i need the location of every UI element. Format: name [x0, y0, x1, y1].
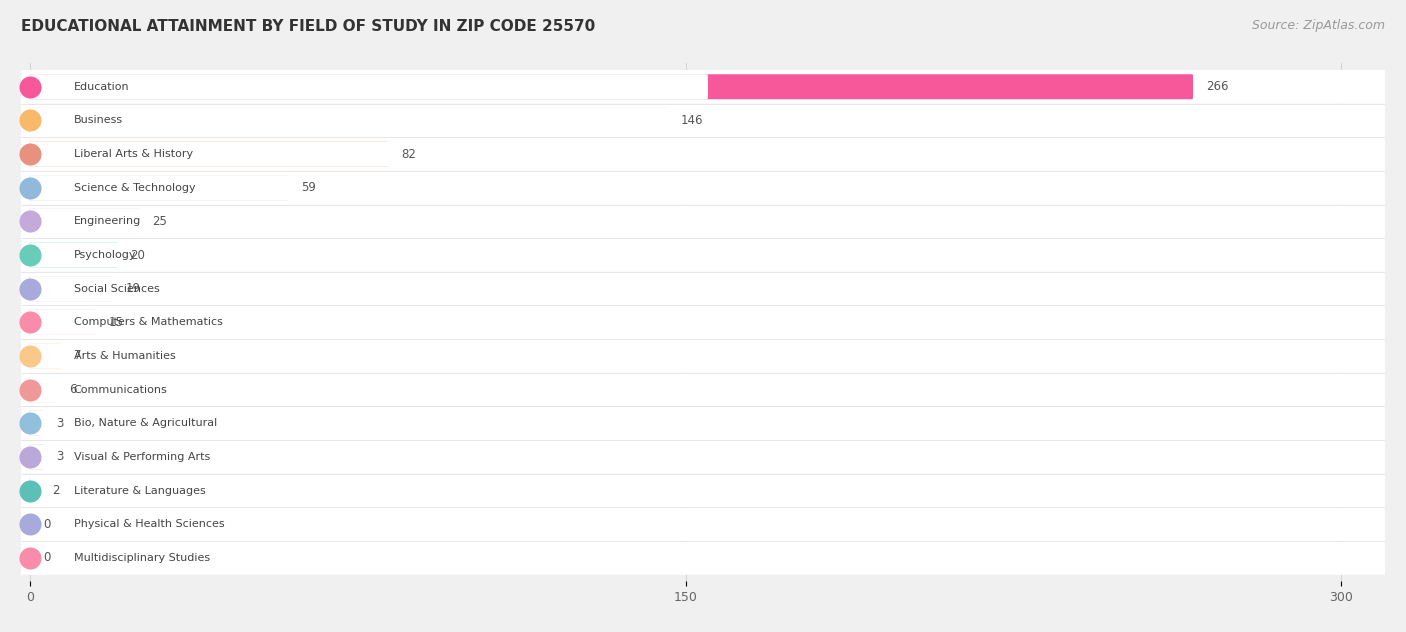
FancyBboxPatch shape: [21, 104, 1385, 137]
FancyBboxPatch shape: [30, 175, 709, 200]
FancyBboxPatch shape: [21, 406, 1385, 440]
Text: Engineering: Engineering: [73, 216, 141, 226]
Text: 0: 0: [44, 551, 51, 564]
FancyBboxPatch shape: [21, 507, 1385, 541]
FancyBboxPatch shape: [30, 343, 709, 368]
FancyBboxPatch shape: [30, 545, 709, 571]
FancyBboxPatch shape: [30, 175, 288, 200]
FancyBboxPatch shape: [30, 74, 709, 99]
FancyBboxPatch shape: [30, 478, 39, 503]
Text: 6: 6: [69, 383, 77, 396]
Text: Education: Education: [73, 82, 129, 92]
FancyBboxPatch shape: [21, 137, 1385, 171]
FancyBboxPatch shape: [30, 512, 709, 537]
Text: EDUCATIONAL ATTAINMENT BY FIELD OF STUDY IN ZIP CODE 25570: EDUCATIONAL ATTAINMENT BY FIELD OF STUDY…: [21, 19, 595, 34]
FancyBboxPatch shape: [21, 171, 1385, 205]
FancyBboxPatch shape: [30, 444, 44, 470]
FancyBboxPatch shape: [21, 238, 1385, 272]
Text: 7: 7: [73, 349, 82, 363]
Text: 146: 146: [681, 114, 703, 127]
FancyBboxPatch shape: [21, 541, 1385, 574]
Text: Computers & Mathematics: Computers & Mathematics: [73, 317, 222, 327]
FancyBboxPatch shape: [30, 411, 44, 436]
FancyBboxPatch shape: [30, 478, 709, 503]
FancyBboxPatch shape: [30, 377, 709, 402]
FancyBboxPatch shape: [30, 209, 139, 234]
FancyBboxPatch shape: [21, 305, 1385, 339]
Text: 82: 82: [401, 147, 416, 161]
Text: 2: 2: [52, 484, 59, 497]
FancyBboxPatch shape: [30, 444, 709, 470]
FancyBboxPatch shape: [21, 373, 1385, 406]
Text: 266: 266: [1206, 80, 1229, 94]
Text: 3: 3: [56, 416, 63, 430]
FancyBboxPatch shape: [30, 142, 388, 167]
Text: Multidisciplinary Studies: Multidisciplinary Studies: [73, 553, 209, 563]
FancyBboxPatch shape: [30, 108, 709, 133]
Text: Business: Business: [73, 116, 122, 125]
FancyBboxPatch shape: [30, 276, 114, 301]
FancyBboxPatch shape: [30, 142, 709, 167]
Text: 19: 19: [127, 282, 141, 295]
Text: 25: 25: [152, 215, 167, 228]
FancyBboxPatch shape: [30, 243, 709, 267]
FancyBboxPatch shape: [30, 276, 709, 301]
FancyBboxPatch shape: [30, 310, 709, 335]
Text: Source: ZipAtlas.com: Source: ZipAtlas.com: [1251, 19, 1385, 32]
FancyBboxPatch shape: [30, 75, 1194, 99]
Text: Visual & Performing Arts: Visual & Performing Arts: [73, 452, 209, 462]
FancyBboxPatch shape: [30, 377, 56, 402]
Text: Arts & Humanities: Arts & Humanities: [73, 351, 176, 361]
Text: 3: 3: [56, 451, 63, 463]
Text: Literature & Languages: Literature & Languages: [73, 485, 205, 495]
FancyBboxPatch shape: [30, 209, 709, 234]
Text: Science & Technology: Science & Technology: [73, 183, 195, 193]
Text: 0: 0: [44, 518, 51, 531]
Text: Physical & Health Sciences: Physical & Health Sciences: [73, 520, 224, 529]
Text: Social Sciences: Social Sciences: [73, 284, 159, 294]
FancyBboxPatch shape: [21, 70, 1385, 104]
FancyBboxPatch shape: [21, 440, 1385, 474]
Text: Liberal Arts & History: Liberal Arts & History: [73, 149, 193, 159]
FancyBboxPatch shape: [21, 339, 1385, 373]
FancyBboxPatch shape: [30, 243, 118, 267]
FancyBboxPatch shape: [30, 108, 668, 133]
FancyBboxPatch shape: [21, 474, 1385, 507]
FancyBboxPatch shape: [21, 272, 1385, 305]
Text: Bio, Nature & Agricultural: Bio, Nature & Agricultural: [73, 418, 217, 428]
Text: Communications: Communications: [73, 385, 167, 394]
Text: 59: 59: [301, 181, 316, 194]
FancyBboxPatch shape: [30, 343, 60, 368]
Text: 15: 15: [108, 316, 124, 329]
FancyBboxPatch shape: [30, 411, 709, 436]
FancyBboxPatch shape: [30, 310, 96, 335]
Text: Psychology: Psychology: [73, 250, 136, 260]
FancyBboxPatch shape: [21, 205, 1385, 238]
Text: 20: 20: [131, 248, 145, 262]
